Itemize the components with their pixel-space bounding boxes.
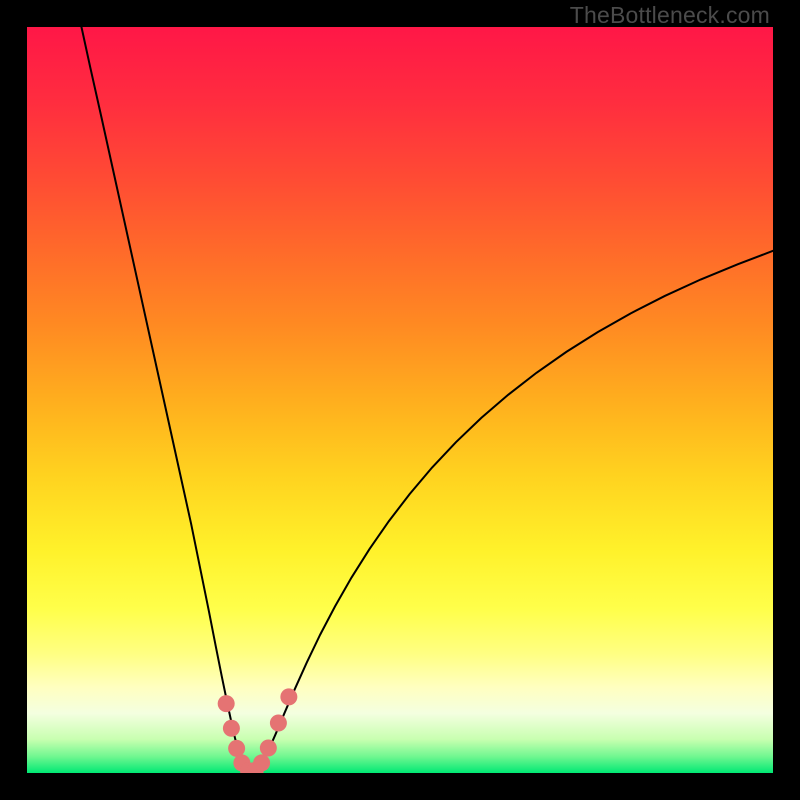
watermark-text: TheBottleneck.com [570, 2, 770, 29]
bottleneck-chart [0, 0, 800, 800]
marker-point [223, 720, 240, 737]
marker-point [228, 740, 245, 757]
marker-point [218, 695, 235, 712]
plot-background [27, 27, 773, 773]
marker-point [270, 715, 287, 732]
marker-point [280, 688, 297, 705]
marker-point [260, 740, 277, 757]
chart-frame: TheBottleneck.com [0, 0, 800, 800]
marker-point [253, 754, 270, 771]
